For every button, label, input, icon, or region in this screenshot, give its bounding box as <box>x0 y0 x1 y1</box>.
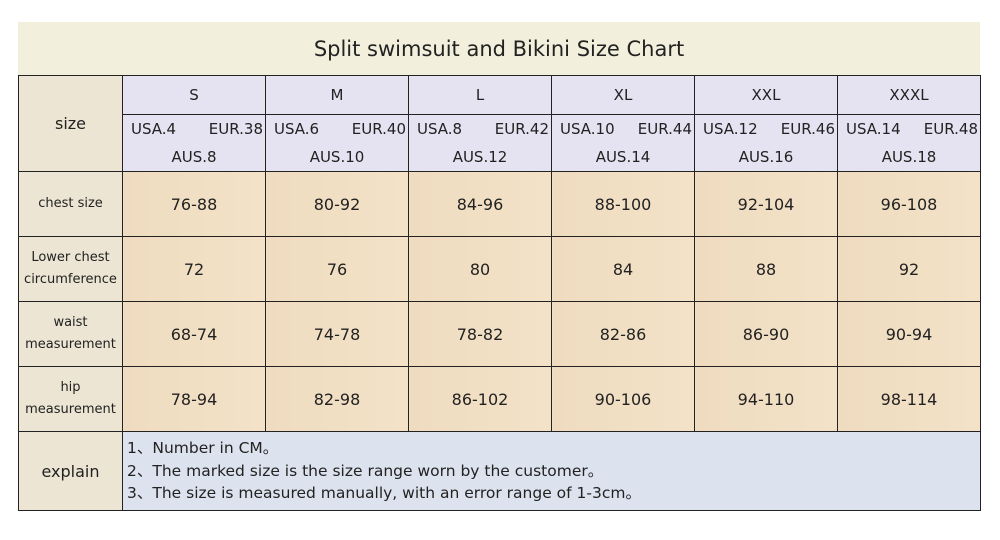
measurement-value: 86-102 <box>408 366 552 432</box>
explain-line: 3、The size is measured manually, with an… <box>127 484 641 503</box>
usa-size: USA.12 <box>703 120 758 138</box>
eur-size: EUR.42 <box>494 120 549 138</box>
eur-size: EUR.44 <box>637 120 692 138</box>
size-conversion: USA.14 EUR.48 AUS.18 <box>837 114 981 172</box>
measurement-value: 80 <box>408 236 552 302</box>
measurement-value: 76 <box>265 236 409 302</box>
chart-title: Split swimsuit and Bikini Size Chart <box>18 22 980 75</box>
row-label: waist measurement <box>18 301 123 367</box>
size-name: S <box>122 75 266 115</box>
eur-size: EUR.48 <box>923 120 978 138</box>
measurement-value: 84-96 <box>408 171 552 237</box>
aus-size: AUS.16 <box>738 148 794 166</box>
measurement-value: 86-90 <box>694 301 838 367</box>
usa-size: USA.14 <box>846 120 901 138</box>
measurement-value: 82-86 <box>551 301 695 367</box>
size-conversion: USA.12 EUR.46 AUS.16 <box>694 114 838 172</box>
measurement-row: hip measurement 78-94 82-98 86-102 90-106 94-… <box>18 366 981 432</box>
size-label: size <box>18 75 123 172</box>
explain-notes: 1、Number in CM。 2、The marked size is the … <box>122 431 981 511</box>
eur-size: EUR.46 <box>780 120 835 138</box>
measurement-row: waist measurement 68-74 74-78 78-82 82-86 86-… <box>18 301 981 367</box>
measurement-value: 96-108 <box>837 171 981 237</box>
size-conversion: USA.4 EUR.38 AUS.8 <box>122 114 266 172</box>
measurement-value: 90-94 <box>837 301 981 367</box>
measurement-row: chest size 76-88 80-92 84-96 88-100 92-104 96-… <box>18 171 981 237</box>
aus-size: AUS.18 <box>881 148 937 166</box>
explain-row: explain 1、Number in CM。 2、The marked size … <box>18 431 981 511</box>
aus-size: AUS.8 <box>171 148 217 166</box>
measurement-value: 98-114 <box>837 366 981 432</box>
aus-size: AUS.12 <box>452 148 508 166</box>
usa-size: USA.10 <box>560 120 615 138</box>
usa-size: USA.8 <box>417 120 463 138</box>
usa-size: USA.6 <box>274 120 320 138</box>
size-header-row: size S M L XL XXL XXXL <box>18 75 981 172</box>
measurement-value: 90-106 <box>551 366 695 432</box>
aus-size: AUS.10 <box>309 148 365 166</box>
size-name: XXL <box>694 75 838 115</box>
usa-size: USA.4 <box>131 120 177 138</box>
size-conversion: USA.6 EUR.40 AUS.10 <box>265 114 409 172</box>
measurement-value: 76-88 <box>122 171 266 237</box>
size-name: L <box>408 75 552 115</box>
measurement-value: 74-78 <box>265 301 409 367</box>
eur-size: EUR.38 <box>208 120 263 138</box>
explain-line: 2、The marked size is the size range worn… <box>127 461 604 480</box>
measurement-value: 88 <box>694 236 838 302</box>
explain-label: explain <box>18 431 123 511</box>
measurement-value: 94-110 <box>694 366 838 432</box>
size-chart-table: size S M L XL XXL XXXL USA.4 EUR.38 AUS.8 USA.6 EUR… <box>18 75 981 511</box>
measurement-value: 92 <box>837 236 981 302</box>
measurement-value: 84 <box>551 236 695 302</box>
measurement-value: 78-82 <box>408 301 552 367</box>
size-name: M <box>265 75 409 115</box>
size-name: XXXL <box>837 75 981 115</box>
measurement-row: Lower chest circumference 72 76 80 84 88 92 <box>18 236 981 302</box>
size-name: XL <box>551 75 695 115</box>
explain-line: 1、Number in CM。 <box>127 439 279 458</box>
measurement-value: 88-100 <box>551 171 695 237</box>
measurement-value: 92-104 <box>694 171 838 237</box>
row-label: hip measurement <box>18 366 123 432</box>
row-label: Lower chest circumference <box>18 236 123 302</box>
measurement-value: 80-92 <box>265 171 409 237</box>
eur-size: EUR.40 <box>351 120 406 138</box>
measurement-value: 68-74 <box>122 301 266 367</box>
size-conversion-row: USA.4 EUR.38 AUS.8 USA.6 EUR.40 AUS.10 USA.8 EU… <box>19 114 981 172</box>
aus-size: AUS.14 <box>595 148 651 166</box>
measurement-value: 72 <box>122 236 266 302</box>
measurement-value: 78-94 <box>122 366 266 432</box>
size-conversion: USA.8 EUR.42 AUS.12 <box>408 114 552 172</box>
measurement-value: 82-98 <box>265 366 409 432</box>
size-conversion: USA.10 EUR.44 AUS.14 <box>551 114 695 172</box>
row-label: chest size <box>18 171 123 237</box>
